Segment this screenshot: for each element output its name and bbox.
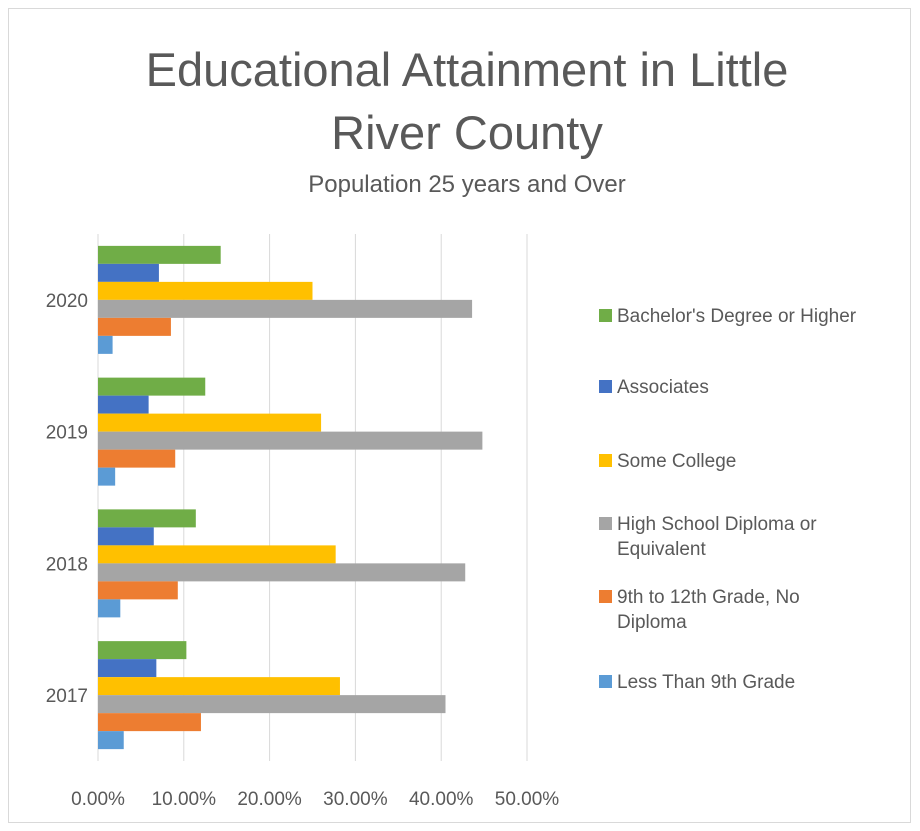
legend: Bachelor's Degree or Higher Associates Som…: [599, 306, 857, 693]
bar: [98, 695, 446, 714]
x-tick-label: 20.00%: [237, 789, 302, 810]
category-label: 2018: [46, 554, 88, 575]
bar: [98, 563, 466, 582]
chart-subtitle: Population 25 years and Over: [308, 171, 626, 198]
bar: [98, 317, 171, 336]
x-tick-labels: 0.00% 10.00% 20.00% 30.00% 40.00% 50.00%: [71, 789, 559, 810]
legend-swatch: [599, 309, 612, 322]
bar: [98, 335, 113, 354]
bar: [98, 545, 336, 564]
legend-label: Bachelor's Degree or Higher: [617, 306, 857, 327]
bar: [98, 581, 178, 600]
bar: [98, 413, 322, 432]
legend-swatch: [599, 675, 612, 688]
category-labels: 2020 2019 2018 2017: [46, 291, 88, 707]
chart-title: Educational Attainment in Little River Co…: [146, 43, 789, 159]
legend-label: Less Than 9th Grade: [617, 672, 795, 693]
legend-swatch: [599, 590, 612, 603]
bar: [98, 467, 116, 486]
bar: [98, 263, 159, 282]
legend-swatch: [599, 517, 612, 530]
legend-label: Some College: [617, 451, 736, 472]
bar: [98, 713, 201, 732]
category-label: 2020: [46, 291, 88, 312]
legend-swatch: [599, 380, 612, 393]
chart-svg: Educational Attainment in Little River Co…: [46, 43, 857, 810]
bar: [98, 299, 473, 318]
bar: [98, 281, 313, 300]
bar: [98, 677, 340, 696]
category-label: 2017: [46, 686, 88, 707]
bar: [98, 245, 221, 264]
bar: [98, 527, 154, 546]
chart-title-line: River County: [331, 106, 603, 159]
x-tick-label: 10.00%: [152, 789, 217, 810]
legend-label: 9th to 12th Grade, No: [617, 587, 800, 608]
bar: [98, 431, 483, 450]
bar: [98, 659, 157, 678]
category-label: 2019: [46, 423, 88, 444]
bar: [98, 377, 206, 396]
bar: [98, 509, 196, 528]
x-tick-label: 30.00%: [323, 789, 388, 810]
x-tick-label: 50.00%: [495, 789, 560, 810]
legend-label: Diploma: [617, 612, 687, 633]
bar: [98, 449, 176, 468]
bar: [98, 599, 121, 618]
legend-label: Associates: [617, 377, 709, 398]
bar: [98, 731, 124, 750]
legend-label: Equivalent: [617, 539, 706, 560]
bar: [98, 641, 187, 660]
bar: [98, 395, 149, 414]
bars: [98, 245, 483, 750]
x-tick-label: 40.00%: [409, 789, 474, 810]
chart-frame: Educational Attainment in Little River Co…: [8, 8, 911, 823]
chart-title-line: Educational Attainment in Little: [146, 43, 789, 96]
x-tick-label: 0.00%: [71, 789, 125, 810]
legend-swatch: [599, 454, 612, 467]
legend-label: High School Diploma or: [617, 514, 817, 535]
